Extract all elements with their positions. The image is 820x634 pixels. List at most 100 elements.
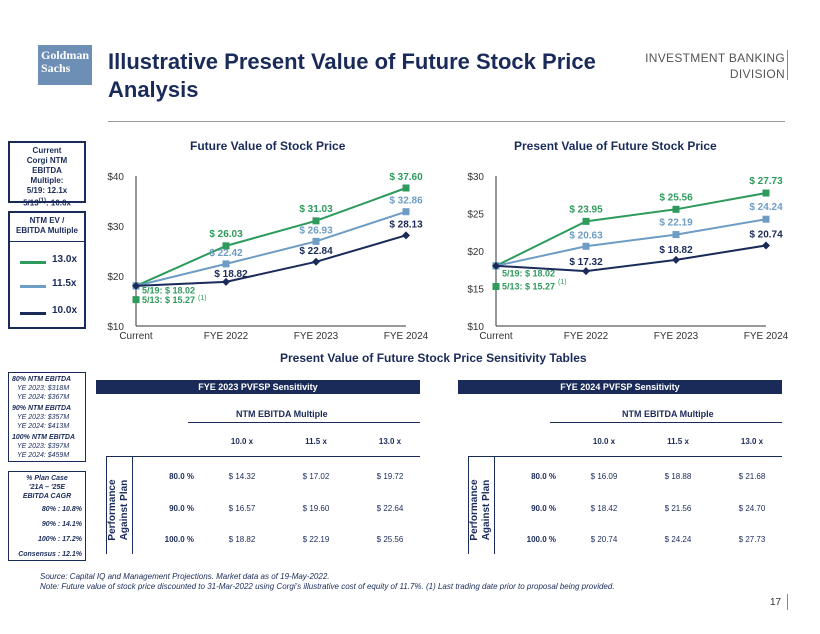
ebitda-note-100-l1: YE 2023: $397M xyxy=(17,443,70,450)
sens-cell: $ 16.09 xyxy=(590,472,618,481)
data-point xyxy=(402,184,410,192)
division-line1: INVESTMENT BANKING xyxy=(645,51,785,65)
sens-table-2023-title: FYE 2023 PVFSP Sensitivity xyxy=(96,380,420,394)
sens-cell: $ 18.88 xyxy=(664,472,692,481)
data-point xyxy=(672,255,680,264)
division-line2: DIVISION xyxy=(729,67,785,81)
ebitda-note-100-l2: YE 2024: $459M xyxy=(17,452,70,459)
sens-row-label: 100.0 % xyxy=(526,535,556,544)
data-label: $ 18.82 xyxy=(659,245,693,256)
x-tick-label: Current xyxy=(479,331,513,342)
legend-label-13x: 13.0x xyxy=(52,254,78,265)
data-label: $ 18.82 xyxy=(214,269,248,280)
current-multiple-line1: Current xyxy=(32,146,62,155)
annotation-line1: 5/19: $ 18.02 xyxy=(502,269,555,279)
sens-2023-row-axis-line1: Performance xyxy=(107,479,118,541)
line6-suffix: : 10.6x xyxy=(46,198,71,208)
x-tick-label: FYE 2022 xyxy=(564,331,609,342)
ebitda-note-90-l2: YE 2024: $413M xyxy=(17,423,70,430)
sens-2023-row-axis-line2: Against Plan xyxy=(119,479,130,541)
legend-item-11-5x: 11.5x xyxy=(16,279,86,293)
legend-divider xyxy=(10,241,84,242)
sens-row-label: 100.0 % xyxy=(164,535,194,544)
sens-cell: $ 22.64 xyxy=(376,504,404,513)
legend-swatch-10x xyxy=(20,312,46,315)
cagr-row-80: 80% : 10.8% xyxy=(41,506,82,513)
data-point xyxy=(222,242,230,250)
sens-table-2024: FYE 2024 PVFSP Sensitivity NTM EBITDA Mu… xyxy=(458,380,782,558)
page-number-divider xyxy=(787,594,788,610)
multiple-legend-box: NTM EV / EBITDA Multiple 13.0x 11.5x 10.… xyxy=(8,211,86,329)
sens-cell: $ 18.82 xyxy=(228,535,256,544)
legend-item-13x: 13.0x xyxy=(16,255,86,269)
sens-cell: $ 14.32 xyxy=(228,472,256,481)
data-label: $ 32.86 xyxy=(389,196,423,207)
sens-2023-row-axis: Performance Against Plan xyxy=(107,471,131,549)
x-tick-label: FYE 2024 xyxy=(384,331,429,342)
y-tick-label: $20 xyxy=(467,247,484,258)
series-line xyxy=(135,234,407,287)
ebitda-notes-box: 80% NTM EBITDA YE 2023: $318M YE 2024: $… xyxy=(8,372,86,462)
sens-2024-row-axis-line1: Performance xyxy=(469,479,480,541)
data-label: $ 25.56 xyxy=(659,192,693,203)
y-tick-label: $30 xyxy=(467,172,484,183)
data-point xyxy=(222,277,230,286)
y-tick-label: $15 xyxy=(467,285,484,296)
sens-row-label: 90.0 % xyxy=(169,504,194,513)
data-point xyxy=(762,189,770,197)
data-label: $ 26.03 xyxy=(209,229,243,240)
current-price-marker xyxy=(492,282,500,290)
sens-row-label: 90.0 % xyxy=(531,504,556,513)
cagr-head2: '21A – '25E xyxy=(28,484,66,491)
current-multiple-line6: 5/13(1): 10.6x xyxy=(10,196,84,209)
chart-fv: $10 $20 $30 $40 Current FYE 2022 FYE 2023 FYE 2… xyxy=(107,172,429,342)
annotation-line2: 5/13: $ 15.27 xyxy=(142,295,195,305)
series-line xyxy=(135,210,407,287)
sens-2024-axis-title: NTM EBITDA Multiple xyxy=(622,409,714,419)
y-tick-label: $20 xyxy=(107,272,124,283)
sens-table-2024-title: FYE 2024 PVFSP Sensitivity xyxy=(458,380,782,394)
sens-cell: $ 21.68 xyxy=(738,472,766,481)
data-label: $ 37.60 xyxy=(389,172,423,183)
sens-cell: $ 18.42 xyxy=(590,504,618,513)
legend-swatch-11-5x xyxy=(20,285,46,288)
sens-cell: $ 21.56 xyxy=(664,504,692,513)
sens-2024-row-axis: Performance Against Plan xyxy=(469,471,493,549)
y-tick-label: $10 xyxy=(107,322,124,333)
division-divider xyxy=(787,50,788,80)
y-tick-label: $40 xyxy=(107,172,124,183)
data-point xyxy=(312,237,320,245)
data-label: $ 27.73 xyxy=(749,176,783,187)
footer-note: Note: Future value of stock price discou… xyxy=(40,582,615,591)
sens-2023-col-2: 13.0 x xyxy=(378,437,402,446)
annotation-footnote: (1) xyxy=(558,279,567,286)
current-multiple-line3: EBITDA xyxy=(32,166,62,175)
data-label: $ 22.19 xyxy=(659,218,693,229)
data-point xyxy=(132,281,140,290)
x-tick-label: FYE 2023 xyxy=(654,331,699,342)
page-title: Illustrative Present Value of Future Sto… xyxy=(108,49,596,102)
sens-2024-left-rule xyxy=(468,456,469,554)
sens-cell: $ 24.70 xyxy=(738,504,766,513)
data-point xyxy=(582,242,590,250)
sens-row-label: 80.0 % xyxy=(169,472,194,481)
sens-2023-axis-title: NTM EBITDA Multiple xyxy=(236,409,328,419)
sens-cell: $ 20.74 xyxy=(590,535,618,544)
series-line xyxy=(495,192,767,267)
sens-cell: $ 22.19 xyxy=(302,535,330,544)
chart-pv: $10 $15 $20 $25 $30 Current FYE 2022 FYE 2023 FY… xyxy=(467,172,788,342)
data-label: $ 26.93 xyxy=(299,225,333,236)
sens-2023-inner-rule xyxy=(132,456,133,554)
series-line xyxy=(495,218,767,267)
ebitda-note-90-head: 90% NTM EBITDA xyxy=(12,405,72,412)
y-tick-label: $25 xyxy=(467,210,484,221)
division-label: INVESTMENT BANKING DIVISION xyxy=(645,50,785,82)
data-point xyxy=(582,217,590,225)
current-multiple-line4: Multiple: xyxy=(30,176,64,185)
annotation-line1: 5/19: $ 18.02 xyxy=(142,286,195,296)
current-multiple-line5: 5/19: 12.1x xyxy=(26,186,68,195)
sens-cell: $ 24.24 xyxy=(664,535,692,544)
current-multiple-line2: Corgi NTM xyxy=(26,156,68,165)
sens-cell: $ 17.02 xyxy=(302,472,330,481)
data-point xyxy=(672,205,680,213)
